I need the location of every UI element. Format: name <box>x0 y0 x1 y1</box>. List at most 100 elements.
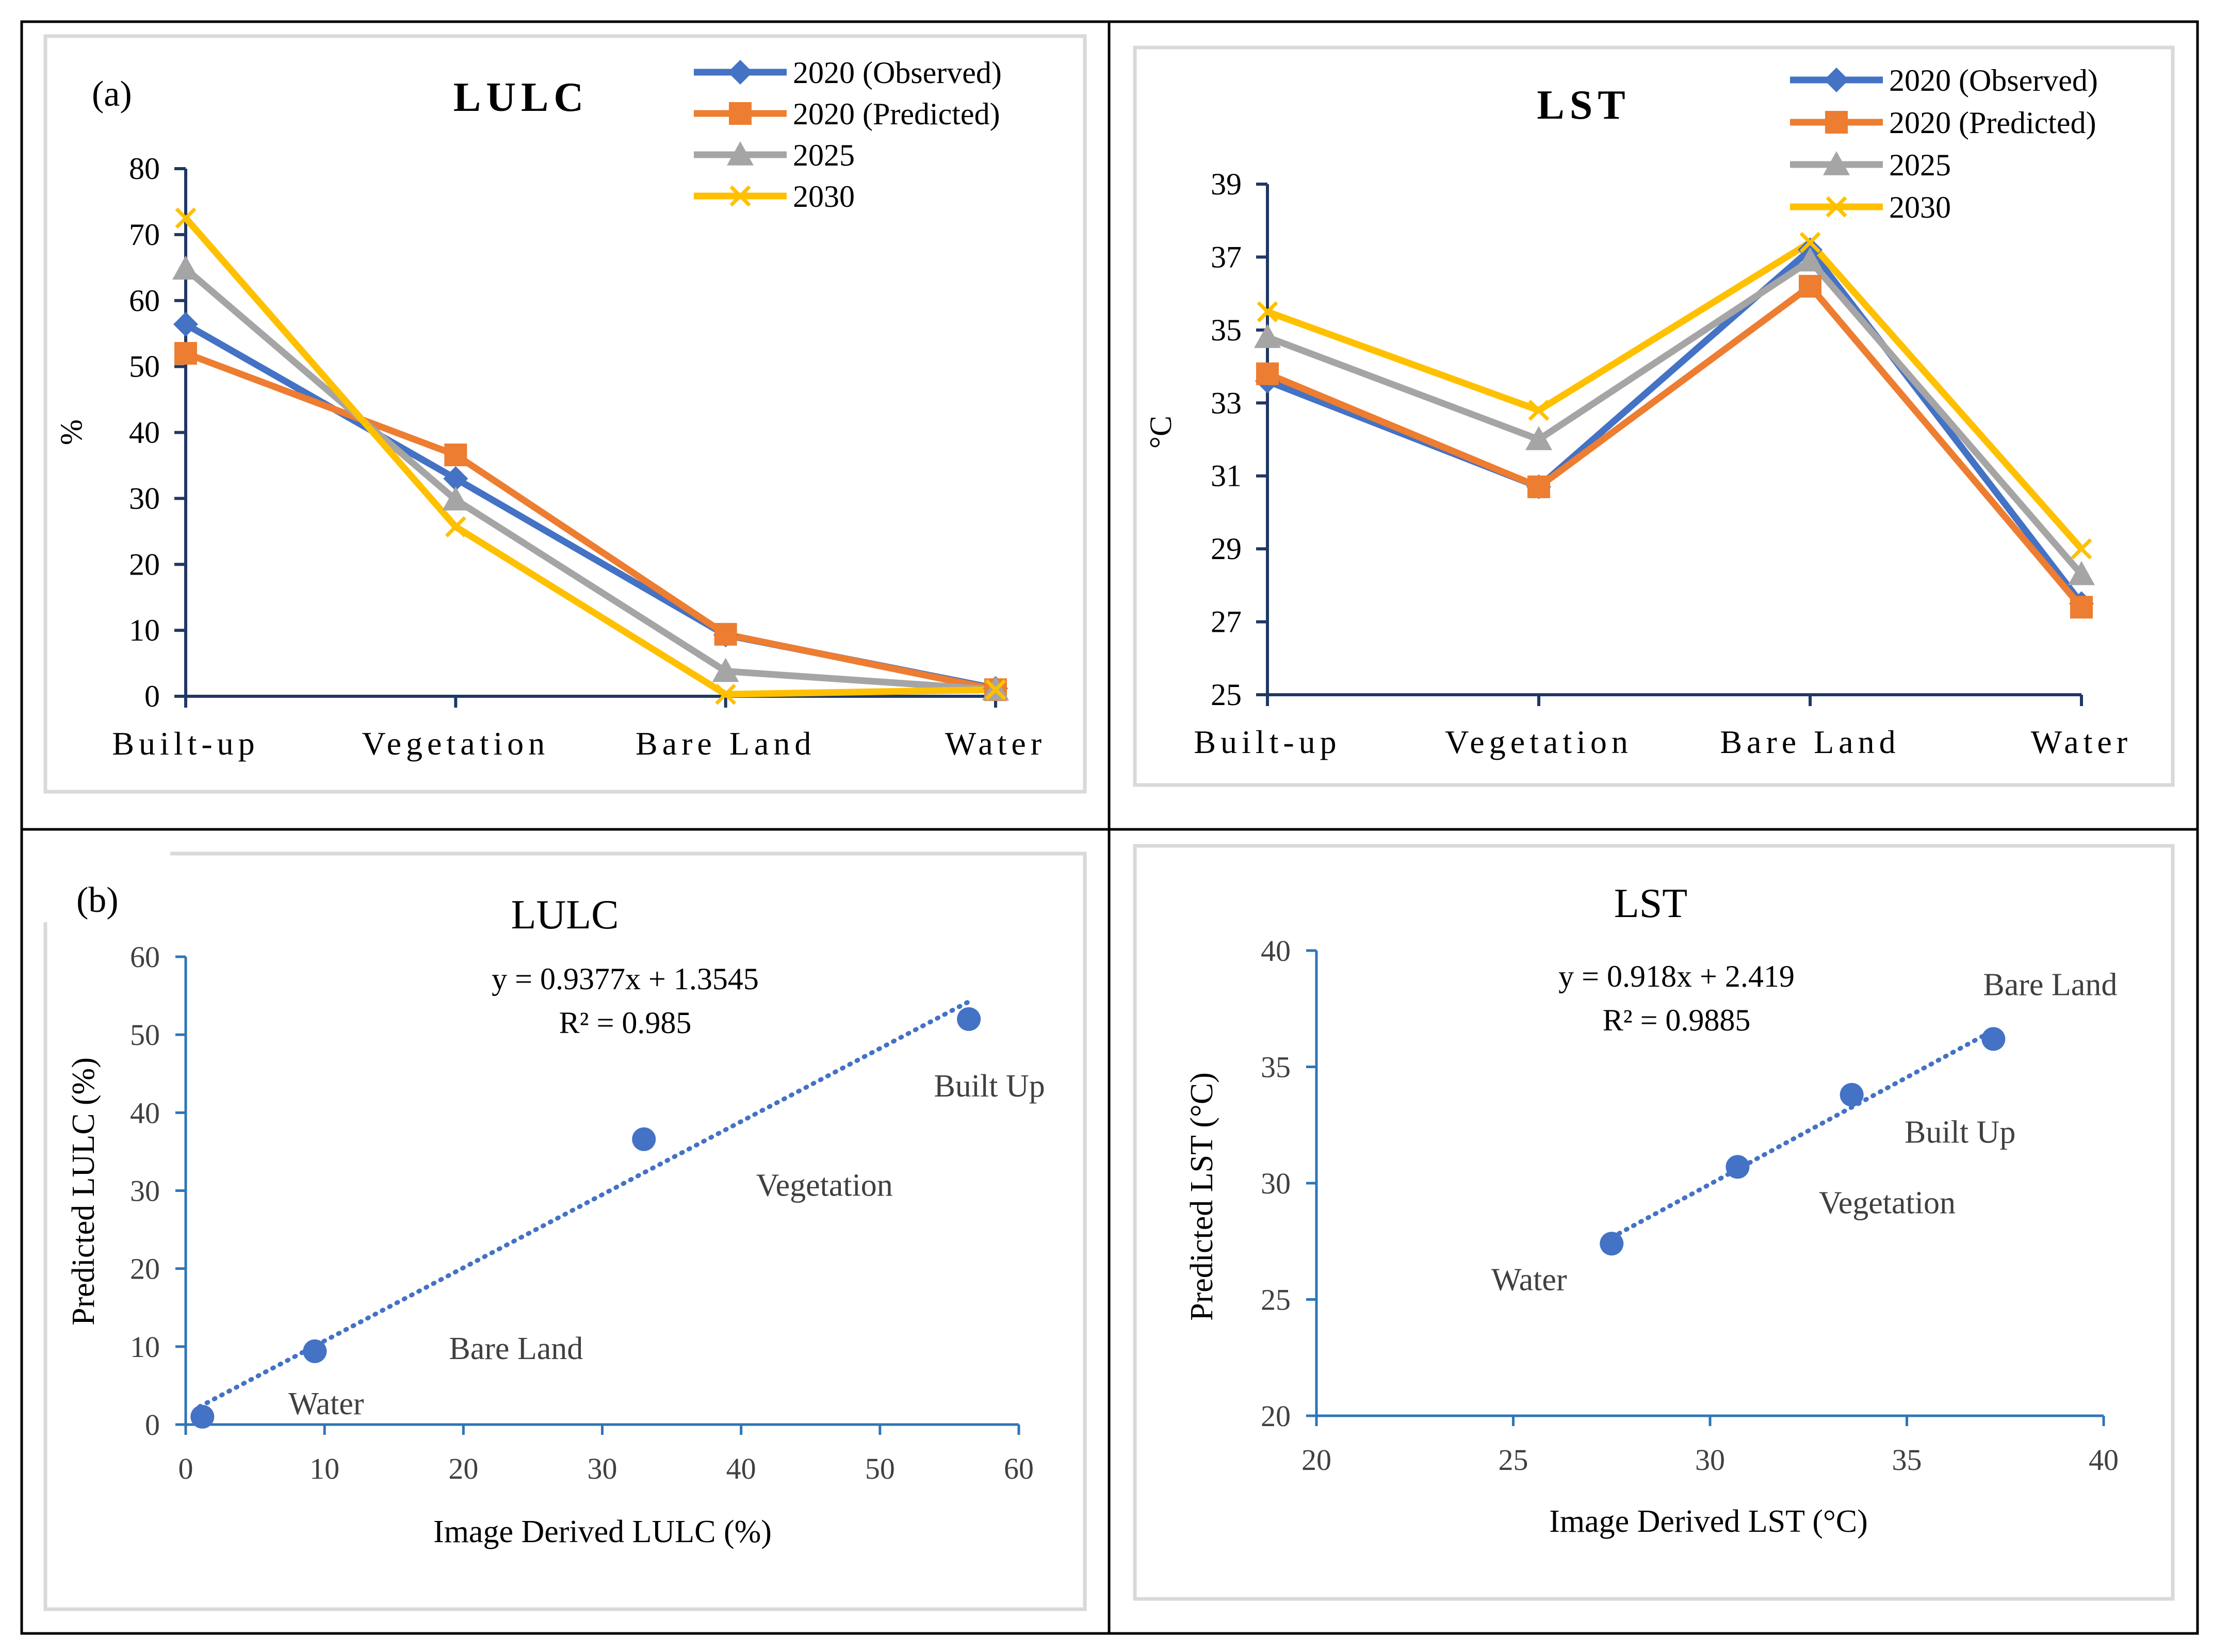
y-tick-label: 10 <box>130 1330 160 1364</box>
data-point-water <box>1600 1232 1624 1256</box>
data-point-2025 <box>712 658 739 682</box>
legend-marker-2020-predicted <box>1825 111 1848 134</box>
y-tick-label: 37 <box>1211 240 1242 274</box>
data-point-2030 <box>1528 399 1550 421</box>
data-point-2030 <box>2071 538 2092 560</box>
x-tick-label: 50 <box>865 1452 895 1485</box>
x-tick-label: 0 <box>178 1452 193 1485</box>
panel-borders <box>43 34 2175 1611</box>
y-tick-label: 30 <box>129 481 160 515</box>
panel-a-left-border <box>43 34 1087 794</box>
data-point-2030 <box>1257 301 1278 322</box>
point-label-vegetation: Vegetation <box>1819 1185 1956 1220</box>
legend-marker-2020-predicted <box>729 102 752 125</box>
chart-title: LST <box>1537 83 1630 128</box>
y-tick-label: 80 <box>129 152 160 186</box>
y-tick-label: 25 <box>1261 1283 1291 1317</box>
data-point-built-up <box>1840 1083 1864 1107</box>
y-tick-label: 60 <box>129 284 160 318</box>
legend-label-2020-observed: 2020 (Observed) <box>793 56 1002 90</box>
r-squared-value: R² = 0.985 <box>559 1006 692 1040</box>
data-point-2020-predicted <box>714 623 737 646</box>
series-line-2020-predicted <box>184 350 997 693</box>
x-category-label: Bare Land <box>636 725 816 762</box>
data-point-2030 <box>715 683 737 705</box>
y-tick-label: 10 <box>129 613 160 647</box>
data-point-2020-predicted <box>1527 475 1550 498</box>
panel-label-a: (a) <box>92 74 132 114</box>
panel-b-left-border <box>43 852 1087 1611</box>
y-tick-label: 40 <box>130 1096 160 1130</box>
x-tick-label: 30 <box>1695 1443 1725 1477</box>
data-point-2030 <box>445 516 466 537</box>
y-tick-label: 33 <box>1211 386 1242 420</box>
legend-marker-2025 <box>1823 151 1850 175</box>
y-axis-label: °C <box>1144 416 1178 449</box>
panel-b-right-border <box>1133 844 2175 1601</box>
lst-line-chart: 25 27 29 31 33 35 37 39 Built-up Vegetation Bare L… <box>1144 63 2132 760</box>
y-tick-label: 70 <box>129 218 160 252</box>
legend-label-2030: 2030 <box>793 179 855 214</box>
point-label-built-up: Built Up <box>934 1069 1045 1104</box>
legend-marker-2030 <box>729 185 751 207</box>
legend-label-2020-predicted: 2020 (Predicted) <box>1889 106 2096 140</box>
data-point-2020-predicted <box>1256 362 1279 385</box>
data-point-2025 <box>1797 247 1824 272</box>
legend-label-2030: 2030 <box>1889 190 1951 224</box>
y-tick-label: 0 <box>145 1408 160 1442</box>
panel-a-right-border <box>1133 45 2175 787</box>
y-tick-label: 50 <box>130 1018 160 1052</box>
y-tick-label: 50 <box>129 350 160 384</box>
y-tick-label: 20 <box>129 547 160 581</box>
legend-label-2020-predicted: 2020 (Predicted) <box>793 97 1000 131</box>
data-point-water <box>190 1404 215 1429</box>
point-label-water: Water <box>288 1386 364 1421</box>
x-tick-label: 10 <box>310 1452 339 1485</box>
data-point-2025 <box>172 255 199 280</box>
point-label-vegetation: Vegetation <box>756 1168 893 1203</box>
y-axis-label: Predicted LULC (%) <box>66 1057 101 1326</box>
data-point-built-up <box>957 1007 981 1031</box>
x-tick-label: 20 <box>1301 1443 1331 1477</box>
y-tick-label: 30 <box>130 1174 160 1208</box>
data-point-2020-predicted <box>1799 275 1821 298</box>
x-category-label: Vegetation <box>362 725 549 762</box>
x-tick-label: 30 <box>588 1452 617 1485</box>
point-label-water: Water <box>1491 1262 1567 1297</box>
point-label-bare-land: Bare Land <box>449 1331 583 1366</box>
data-point-2030 <box>985 679 1006 700</box>
x-category-label: Water <box>945 725 1046 762</box>
data-point-2030 <box>1799 232 1821 253</box>
series-line-2020-predicted <box>1266 283 2084 610</box>
series-line-2025 <box>183 266 996 693</box>
series-line-2030 <box>183 216 996 698</box>
data-point-2020-predicted <box>444 443 467 466</box>
data-point-2020-predicted <box>174 342 197 365</box>
figure-frame <box>20 20 2199 1635</box>
trendline <box>1609 1028 1996 1240</box>
data-point-2020-observed <box>173 312 198 337</box>
lst-scatter-chart: 20 25 30 35 40 20 25 30 35 40 LST Image Derived LST… <box>1184 881 2119 1539</box>
data-point-2020-predicted <box>2070 596 2093 619</box>
x-axis-label: Image Derived LULC (%) <box>433 1514 772 1549</box>
y-tick-label: 35 <box>1211 313 1242 347</box>
data-point-2025 <box>1525 426 1552 450</box>
chart-title: LST <box>1614 881 1687 926</box>
x-axis-label: Image Derived LST (°C) <box>1549 1504 1868 1539</box>
y-tick-label: 31 <box>1211 459 1242 493</box>
y-tick-label: 60 <box>130 940 160 974</box>
series-line-2020-observed <box>1266 246 2085 606</box>
legend-label-2025: 2025 <box>1889 148 1951 182</box>
x-category-label: Bare Land <box>1720 724 1900 760</box>
y-tick-label: 29 <box>1211 532 1242 566</box>
data-point-2025 <box>1254 324 1281 348</box>
data-point-bare-land <box>1981 1027 2006 1051</box>
y-tick-label: 20 <box>1261 1399 1291 1433</box>
x-tick-label: 20 <box>448 1452 478 1485</box>
data-point-vegetation <box>1726 1155 1750 1179</box>
chart-title: LULC <box>511 892 619 938</box>
y-tick-label: 27 <box>1211 605 1242 639</box>
x-category-label: Water <box>2031 724 2132 760</box>
panel-b-label-background <box>41 850 170 922</box>
